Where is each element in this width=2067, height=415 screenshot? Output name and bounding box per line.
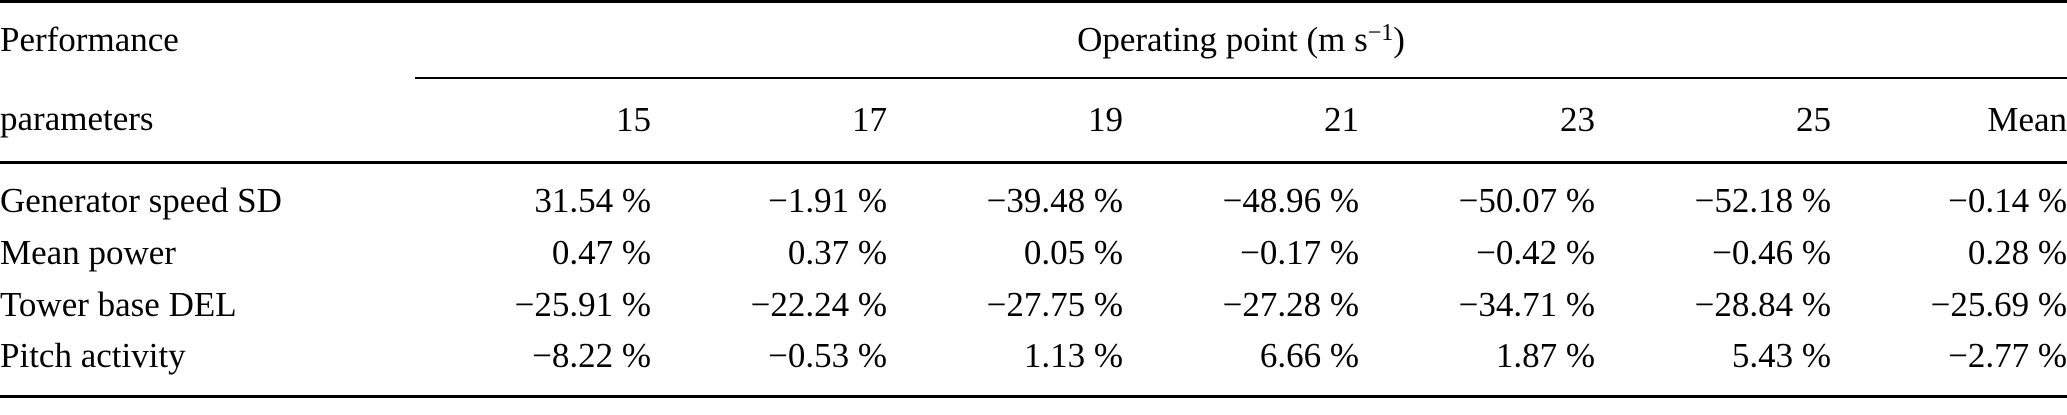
data-cell: −0.17 % xyxy=(1240,232,1359,272)
table-row-mean-power: Mean power 0.47 % 0.37 % 0.05 % −0.17 % … xyxy=(0,227,2067,279)
data-cell: −48.96 % xyxy=(1222,181,1359,221)
data-cell: 5.43 % xyxy=(1731,335,1831,375)
table-row-generator-speed-sd: Generator speed SD 31.54 % −1.91 % −39.4… xyxy=(0,163,2067,227)
data-cell: −1.91 % xyxy=(768,181,887,221)
column-header-23: 23 xyxy=(1359,77,1595,164)
data-cell: 0.28 % xyxy=(1967,232,2067,272)
data-cell: −25.91 % xyxy=(514,284,651,324)
data-cell: −8.22 % xyxy=(532,335,651,375)
row-label: Tower base DEL xyxy=(0,284,237,324)
column-header-15: 15 xyxy=(415,77,651,164)
column-header-mean: Mean xyxy=(1831,77,2067,164)
row-header-line2: parameters xyxy=(0,77,415,164)
column-header-17: 17 xyxy=(651,77,887,164)
column-header-19: 19 xyxy=(887,77,1123,164)
data-cell: −2.77 % xyxy=(1948,335,2067,375)
header-row-columns: parameters 15 17 19 21 23 25 Mean xyxy=(0,77,2067,164)
data-cell: 1.13 % xyxy=(1023,335,1123,375)
data-cell: −27.75 % xyxy=(986,284,1123,324)
data-cell: −39.48 % xyxy=(986,181,1123,221)
data-cell: −52.18 % xyxy=(1694,181,1831,221)
data-cell: 0.37 % xyxy=(787,232,887,272)
data-cell: −22.24 % xyxy=(750,284,887,324)
data-cell: −28.84 % xyxy=(1694,284,1831,324)
table-row-tower-base-del: Tower base DEL −25.91 % −22.24 % −27.75 … xyxy=(0,279,2067,331)
group-header-close-paren: ) xyxy=(1393,19,1405,59)
group-header-exponent: −1 xyxy=(1367,19,1394,46)
data-cell: 0.05 % xyxy=(1023,232,1123,272)
data-cell: −0.14 % xyxy=(1948,181,2067,221)
data-cell: −25.69 % xyxy=(1930,284,2067,324)
header-row-group: Performance Operating point (m s−1) xyxy=(0,1,2067,79)
data-cell: 0.47 % xyxy=(551,232,651,272)
data-cell: 31.54 % xyxy=(534,181,651,221)
data-cell: −0.53 % xyxy=(768,335,887,375)
group-header-operating-point: Operating point (m s−1) xyxy=(415,1,2067,79)
group-header-text: Operating point (m s xyxy=(1077,19,1368,59)
row-label: Mean power xyxy=(0,232,176,272)
data-cell: −0.46 % xyxy=(1712,232,1831,272)
data-cell: −27.28 % xyxy=(1222,284,1359,324)
data-cell: −0.42 % xyxy=(1476,232,1595,272)
table-row-pitch-activity: Pitch activity −8.22 % −0.53 % 1.13 % 6.… xyxy=(0,331,2067,397)
data-cell: −34.71 % xyxy=(1458,284,1595,324)
row-label: Pitch activity xyxy=(0,335,186,375)
column-header-25: 25 xyxy=(1595,77,1831,164)
data-cell: 6.66 % xyxy=(1259,335,1359,375)
data-cell: 1.87 % xyxy=(1495,335,1595,375)
performance-parameters-table: Performance Operating point (m s−1) para… xyxy=(0,0,2067,398)
data-cell: −50.07 % xyxy=(1458,181,1595,221)
column-header-21: 21 xyxy=(1123,77,1359,164)
row-label: Generator speed SD xyxy=(0,181,282,221)
row-header-line1: Performance xyxy=(0,20,179,60)
